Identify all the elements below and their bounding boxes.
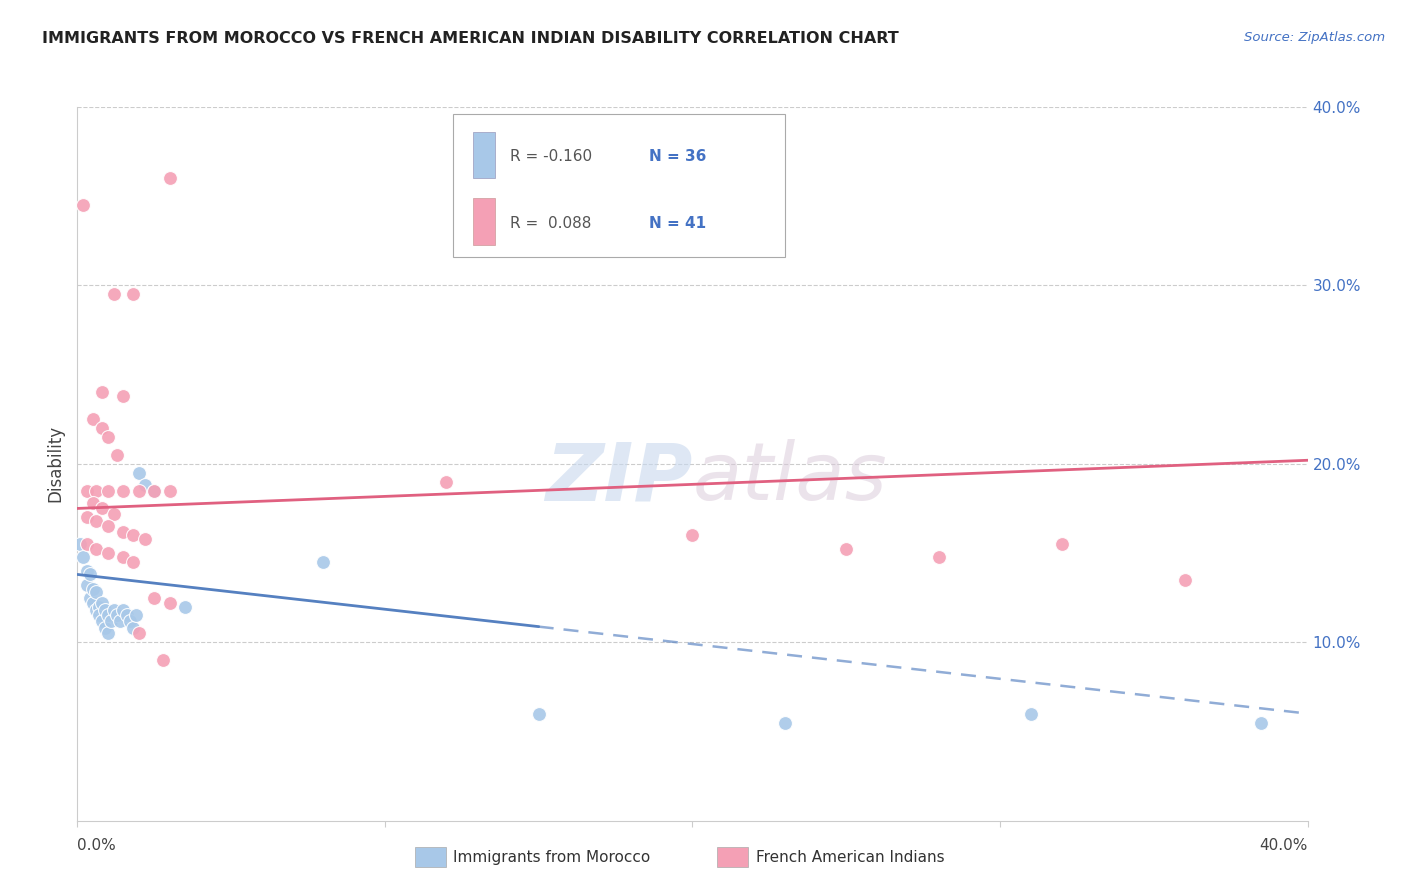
Point [110,614,132,628]
Point [128,466,150,480]
Point [143,591,166,605]
Text: Source: ZipAtlas.com: Source: ZipAtlas.com [1244,31,1385,45]
Text: N = 41: N = 41 [650,216,707,231]
Point [112,549,135,564]
Point [84,483,107,498]
Point [94,621,117,635]
Point [105,608,128,623]
Point [128,626,150,640]
Text: 0.0%: 0.0% [77,838,117,854]
Point [682,528,704,542]
Point [76,483,98,498]
Point [82,582,104,596]
Point [125,608,148,623]
Point [527,706,550,721]
Point [174,599,197,614]
Point [82,596,104,610]
Point [79,591,101,605]
Text: French American Indians: French American Indians [756,850,945,864]
Text: 40.0%: 40.0% [1260,838,1308,854]
Y-axis label: Disability: Disability [46,425,65,502]
Point [97,483,120,498]
Point [72,549,94,564]
Point [121,555,143,569]
Point [90,614,114,628]
Point [121,528,143,542]
Point [121,287,143,301]
Point [1019,706,1042,721]
Point [90,596,114,610]
Point [112,524,135,539]
Point [97,608,120,623]
Point [103,287,125,301]
Point [128,483,150,498]
Point [84,542,107,557]
FancyBboxPatch shape [453,114,785,257]
Point [134,532,156,546]
Text: IMMIGRANTS FROM MOROCCO VS FRENCH AMERICAN INDIAN DISABILITY CORRELATION CHART: IMMIGRANTS FROM MOROCCO VS FRENCH AMERIC… [42,31,898,46]
Point [928,549,950,564]
Point [121,621,143,635]
Point [103,603,125,617]
Point [97,519,120,533]
Point [143,483,166,498]
Point [90,385,114,400]
Point [159,596,181,610]
Point [76,578,98,592]
Point [87,599,110,614]
Point [312,555,335,569]
Point [1050,537,1073,551]
Point [97,430,120,444]
Point [112,389,135,403]
Point [94,603,117,617]
Point [1250,715,1272,730]
Text: R = -0.160: R = -0.160 [510,150,592,164]
Point [112,603,135,617]
Point [97,546,120,560]
FancyBboxPatch shape [474,132,495,178]
Point [90,421,114,435]
Point [76,510,98,524]
Point [82,496,104,510]
Point [436,475,458,489]
Point [84,603,107,617]
Point [82,412,104,426]
Point [84,514,107,528]
Point [76,537,98,551]
Text: ZIP: ZIP [546,439,693,517]
Point [115,608,138,623]
Point [1174,573,1197,587]
Text: Immigrants from Morocco: Immigrants from Morocco [453,850,650,864]
Point [143,483,166,498]
Point [159,483,181,498]
FancyBboxPatch shape [474,198,495,244]
Point [134,478,156,492]
Point [112,483,135,498]
Point [90,501,114,516]
Text: atlas: atlas [693,439,887,517]
Point [100,614,122,628]
Point [835,542,858,557]
Point [79,567,101,582]
Point [84,585,107,599]
Text: N = 36: N = 36 [650,150,707,164]
Point [76,564,98,578]
Point [87,608,110,623]
Point [773,715,796,730]
Point [105,448,128,462]
Point [97,626,120,640]
Point [152,653,174,667]
Point [159,171,181,186]
Point [69,537,91,551]
Point [118,614,141,628]
Point [103,507,125,521]
Point [72,198,94,212]
Text: R =  0.088: R = 0.088 [510,216,591,231]
